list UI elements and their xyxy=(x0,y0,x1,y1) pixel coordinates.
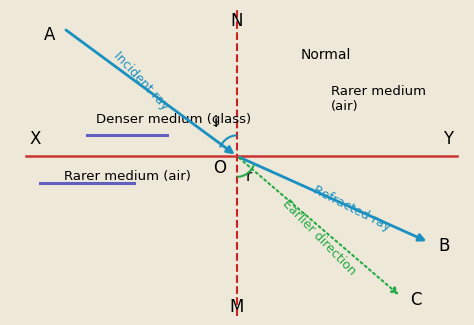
Text: A: A xyxy=(44,26,55,44)
Text: Rarer medium
(air): Rarer medium (air) xyxy=(331,84,426,112)
Text: r: r xyxy=(246,169,252,184)
Text: Incident ray: Incident ray xyxy=(111,49,171,113)
Text: C: C xyxy=(410,291,422,309)
Text: Denser medium (glass): Denser medium (glass) xyxy=(97,113,252,126)
Text: Y: Y xyxy=(443,130,453,148)
Text: X: X xyxy=(30,130,41,148)
Text: Refracted ray: Refracted ray xyxy=(311,184,392,234)
Text: Rarer medium (air): Rarer medium (air) xyxy=(64,170,191,183)
Text: Normal: Normal xyxy=(300,48,351,62)
Text: Earlier direction: Earlier direction xyxy=(280,197,358,278)
Text: i: i xyxy=(214,115,218,130)
Text: N: N xyxy=(231,12,243,30)
Text: O: O xyxy=(213,159,226,177)
Text: B: B xyxy=(438,237,450,254)
Text: M: M xyxy=(230,298,244,316)
